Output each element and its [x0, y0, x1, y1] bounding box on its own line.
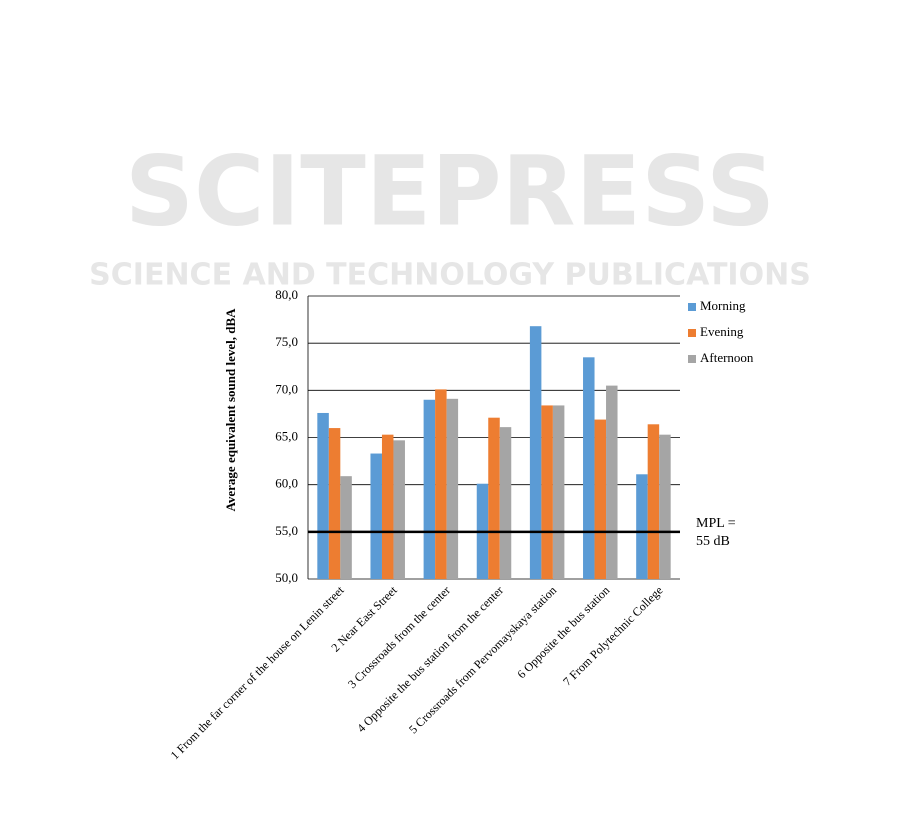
- bar: [328, 428, 341, 579]
- legend-swatch: [688, 303, 696, 311]
- bar: [659, 434, 671, 579]
- bar: [446, 398, 459, 579]
- y-tick-label: 55,0: [275, 523, 298, 538]
- bar: [393, 440, 405, 579]
- bar: [636, 474, 648, 579]
- bar: [541, 405, 553, 579]
- bar: [606, 385, 618, 579]
- bar: [583, 357, 595, 579]
- bar: [647, 424, 660, 579]
- bar: [552, 405, 565, 579]
- bar: [488, 417, 500, 579]
- watermark-subtitle: SCIENCE AND TECHNOLOGY PUBLICATIONS: [89, 258, 811, 293]
- bar: [423, 399, 436, 579]
- bar: [317, 412, 329, 579]
- y-tick-label: 65,0: [275, 428, 298, 443]
- legend-label: Morning: [700, 298, 746, 313]
- y-axis-title: Average equivalent sound level, dBA: [223, 308, 238, 512]
- legend-swatch: [688, 355, 696, 363]
- y-tick-label: 50,0: [275, 570, 298, 585]
- y-tick-label: 80,0: [275, 287, 298, 302]
- x-tick-label: 6 Opposite the bus station: [514, 583, 612, 681]
- legend-label: Afternoon: [700, 350, 754, 365]
- x-tick-label: 3 Crossroads from the center: [345, 583, 453, 691]
- legend-swatch: [688, 329, 696, 337]
- bar: [529, 326, 542, 579]
- reference-label: MPL =: [696, 516, 736, 531]
- y-tick-label: 70,0: [275, 381, 298, 396]
- legend-label: Evening: [700, 324, 744, 339]
- bar: [381, 434, 394, 579]
- bar: [370, 453, 382, 579]
- bar: [340, 476, 352, 579]
- y-tick-label: 60,0: [275, 476, 298, 491]
- bar: [435, 389, 447, 579]
- x-tick-label: 1 From the far corner of the house on Le…: [168, 583, 348, 763]
- bar: [499, 427, 512, 579]
- x-tick-label: 7 From Polytechnic College: [560, 583, 665, 688]
- reference-label: 55 dB: [696, 534, 730, 549]
- watermark-title: SCITEPRESS: [125, 135, 775, 247]
- y-tick-label: 75,0: [275, 334, 298, 349]
- bar: [594, 419, 607, 579]
